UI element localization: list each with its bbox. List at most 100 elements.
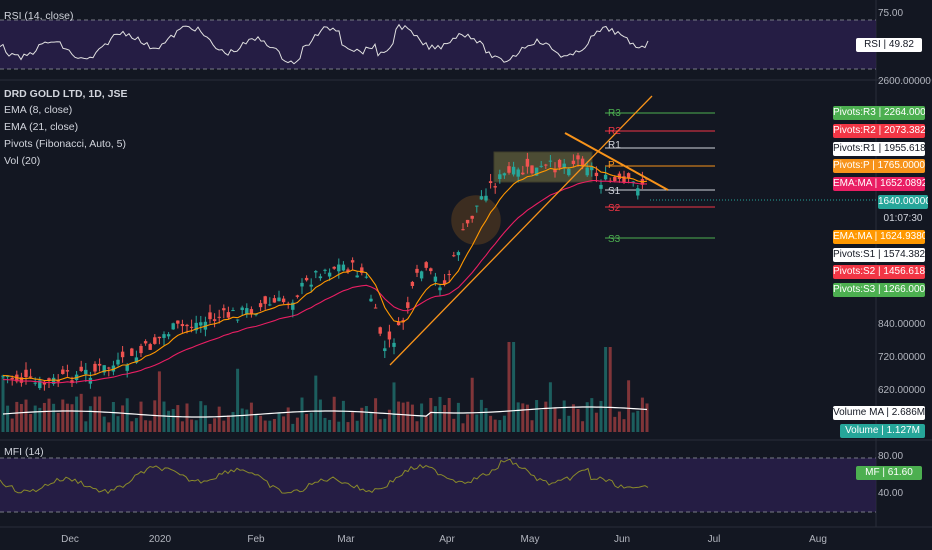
candle-body xyxy=(153,337,157,344)
mfi-level-80: 80.00 xyxy=(878,451,904,462)
volume-bar xyxy=(360,407,364,432)
candle-body xyxy=(148,344,152,350)
highlight-circle xyxy=(451,195,501,245)
symbol-title[interactable]: DRD GOLD LTD, 1D, JSE xyxy=(4,88,128,100)
volume-bar xyxy=(305,414,309,432)
volume-bar xyxy=(111,401,115,432)
volume-bar xyxy=(475,414,479,432)
candle-body xyxy=(281,298,286,303)
volume-bar xyxy=(392,382,396,432)
candle-body xyxy=(465,219,470,224)
volume-bar xyxy=(236,368,240,432)
volume-bar xyxy=(512,342,516,432)
candle-body xyxy=(268,304,272,306)
volume-bar xyxy=(33,405,37,432)
candle-body xyxy=(631,181,635,183)
volume-bar xyxy=(226,415,230,432)
volume-bar xyxy=(640,397,644,432)
tag-pivot-s1: Pivots:S1 | 1574.38200 xyxy=(833,248,925,262)
volume-bar xyxy=(10,418,14,432)
volume-bar xyxy=(484,408,488,432)
volume-bar xyxy=(447,397,451,432)
candle-body xyxy=(461,229,465,231)
candle-body xyxy=(134,357,139,363)
date-label-aug: Aug xyxy=(809,534,827,545)
candle-body xyxy=(65,370,70,372)
candle-body xyxy=(378,327,382,334)
candle-body xyxy=(212,319,217,321)
volume-bar xyxy=(369,411,373,432)
candle-body xyxy=(291,302,295,310)
volume-bar xyxy=(203,405,207,432)
volume-bar xyxy=(378,419,382,432)
candle-body xyxy=(369,298,373,302)
volume-bar xyxy=(429,397,433,432)
mfi-value-tag: MF | 61.60 xyxy=(856,466,922,480)
candle-body xyxy=(442,280,447,285)
volume-bar xyxy=(171,409,175,432)
candle-body xyxy=(337,264,341,272)
candle-body xyxy=(534,167,539,176)
volume-bar xyxy=(1,376,5,432)
indicator-ema21[interactable]: EMA (21, close) xyxy=(4,121,79,133)
candle-body xyxy=(217,316,221,318)
volume-bar xyxy=(194,420,198,432)
indicator-volume[interactable]: Vol (20) xyxy=(4,155,41,167)
volume-bar xyxy=(130,421,134,432)
candle-body xyxy=(571,160,576,164)
volume-bar xyxy=(52,403,56,432)
candle-body xyxy=(373,307,378,309)
volume-bar xyxy=(530,420,534,432)
tag-pivot-s2: Pivots:S2 | 1456.61800 xyxy=(833,265,925,279)
volume-bar xyxy=(631,412,635,432)
volume-bar xyxy=(581,421,585,432)
volume-bar xyxy=(502,415,506,432)
volume-bar xyxy=(470,377,474,432)
tag-ema-slow: EMA:MA | 1652.08924 xyxy=(833,177,925,191)
volume-bar xyxy=(456,402,460,432)
rsi-value-tag: RSI | 49.82 xyxy=(856,38,922,52)
rsi-title: RSI (14, close) xyxy=(4,10,74,22)
candle-body xyxy=(438,287,442,291)
candle-body xyxy=(530,165,534,174)
candle-body xyxy=(484,195,488,201)
volume-bar xyxy=(443,405,447,432)
candle-body xyxy=(180,324,185,327)
candle-body xyxy=(502,173,507,176)
volume-bar xyxy=(231,411,235,432)
candle-body xyxy=(323,269,327,271)
volume-bar xyxy=(452,418,456,432)
candle-body xyxy=(189,326,194,328)
candle-body xyxy=(245,308,249,315)
indicator-pivots[interactable]: Pivots (Fibonacci, Auto, 5) xyxy=(4,138,126,150)
candle-body xyxy=(341,264,346,271)
indicator-ema8[interactable]: EMA (8, close) xyxy=(4,104,73,116)
tag-ema-fast: EMA:MA | 1624.93800 xyxy=(833,230,925,244)
volume-ma-line xyxy=(2,406,648,418)
volume-bar xyxy=(314,375,318,432)
candle-body xyxy=(419,271,424,279)
volume-bar xyxy=(613,416,617,432)
volume-bar xyxy=(245,409,249,432)
candle-body xyxy=(314,271,318,273)
candle-body xyxy=(392,342,396,347)
volume-bar xyxy=(571,404,575,432)
volume-bar xyxy=(332,396,336,432)
candle-body xyxy=(176,320,180,324)
candle-body xyxy=(525,158,530,167)
volume-bar xyxy=(355,420,359,432)
candle-body xyxy=(360,267,364,273)
volume-bar xyxy=(383,418,387,432)
candle-body xyxy=(594,172,599,177)
tag-pivot-s3: Pivots:S3 | 1266.00000 xyxy=(833,283,925,297)
candle-body xyxy=(5,376,10,378)
volume-bar xyxy=(291,423,295,432)
volume-bar xyxy=(558,418,562,432)
volume-bar xyxy=(323,417,327,432)
rsi-band xyxy=(0,20,876,69)
volume-bar xyxy=(627,380,631,432)
candle-body xyxy=(38,380,42,389)
candle-body xyxy=(93,363,97,372)
trendline-resistance xyxy=(564,132,669,191)
